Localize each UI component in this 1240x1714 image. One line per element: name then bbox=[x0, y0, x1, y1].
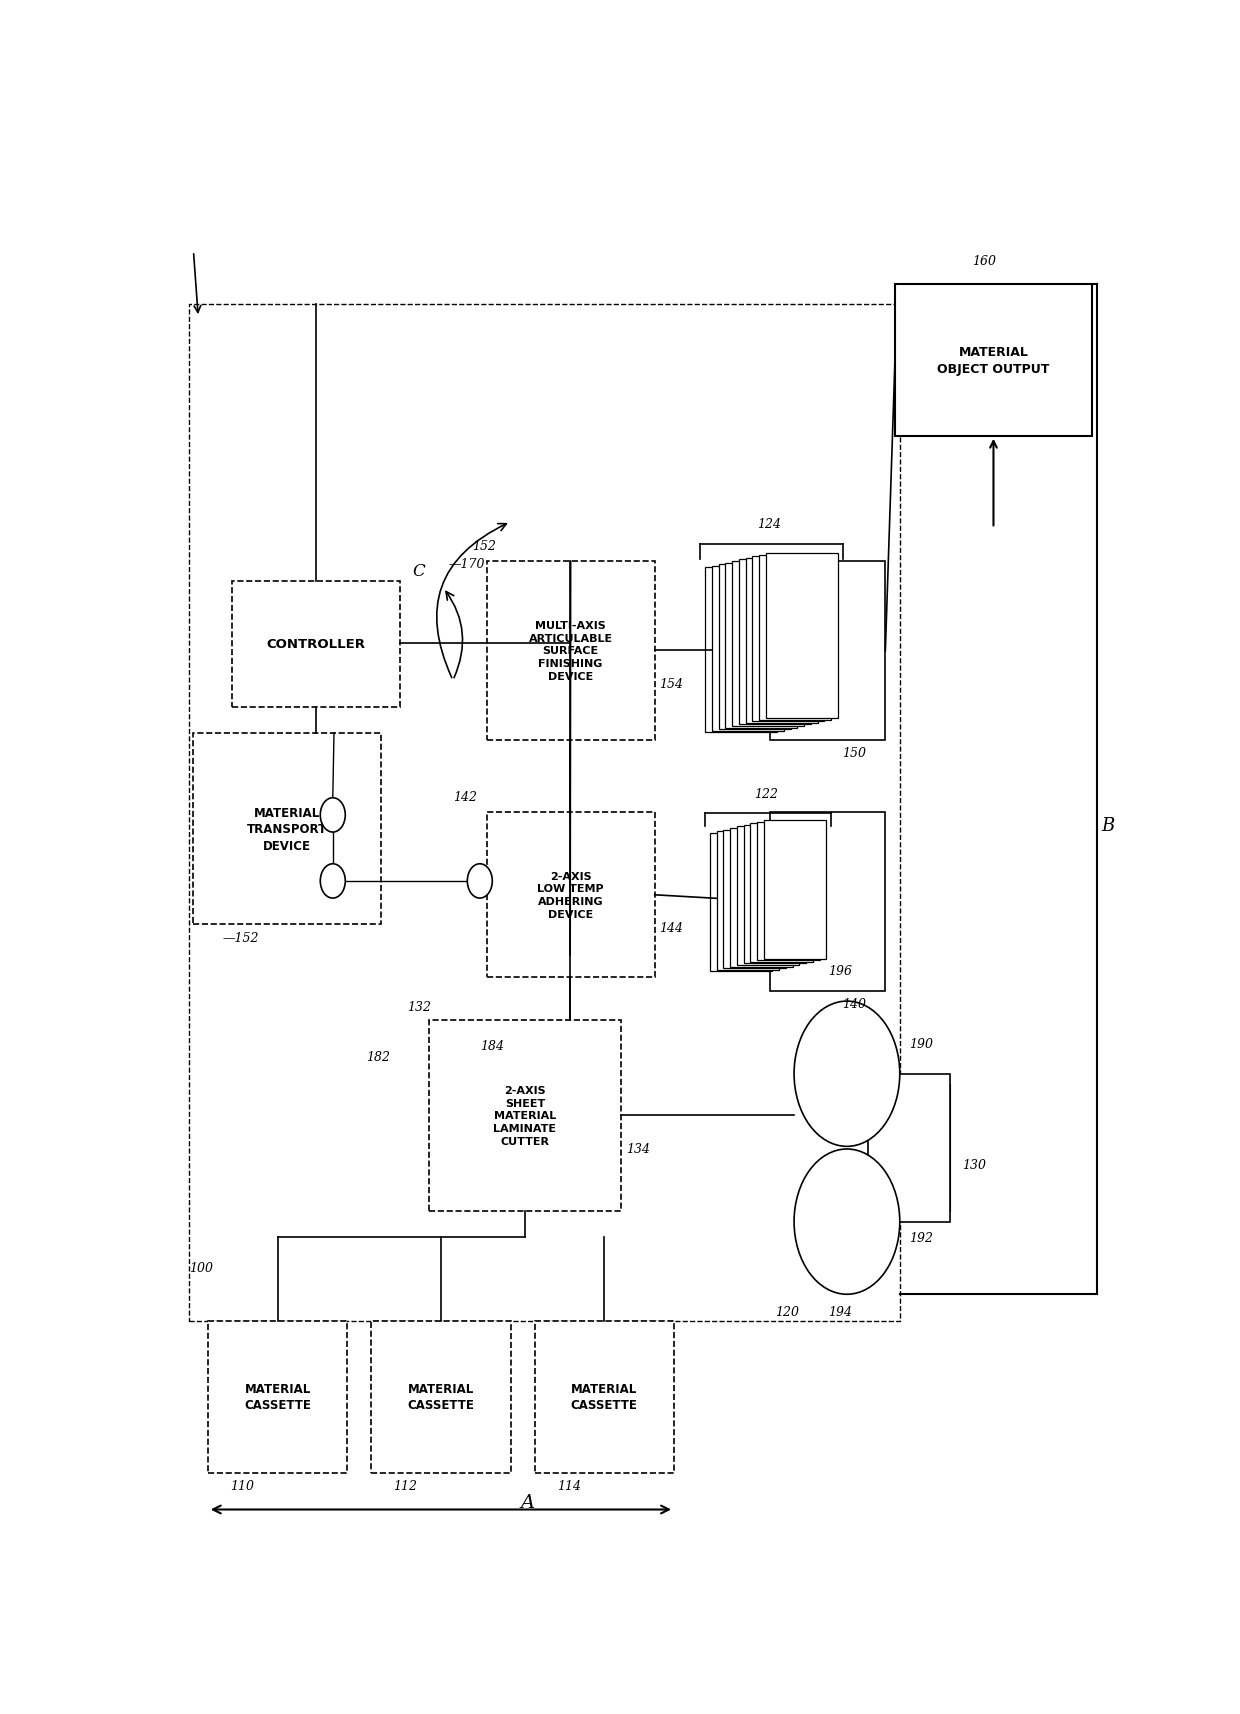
Text: 120: 120 bbox=[775, 1304, 799, 1318]
Bar bbox=[759, 555, 831, 720]
Text: MATERIAL
CASSETTE: MATERIAL CASSETTE bbox=[570, 1381, 637, 1412]
Text: —170: —170 bbox=[448, 559, 485, 571]
Text: 134: 134 bbox=[626, 1142, 650, 1155]
Bar bbox=[758, 823, 820, 962]
Text: 112: 112 bbox=[393, 1479, 418, 1493]
Bar bbox=[732, 562, 805, 727]
Bar bbox=[868, 1075, 950, 1222]
Text: MATERIAL
CASSETTE: MATERIAL CASSETTE bbox=[244, 1381, 311, 1412]
Circle shape bbox=[794, 1150, 900, 1294]
Text: 196: 196 bbox=[828, 965, 852, 977]
Bar bbox=[744, 826, 806, 963]
Circle shape bbox=[320, 799, 345, 833]
Bar bbox=[750, 824, 812, 962]
Bar bbox=[486, 812, 655, 977]
Text: C: C bbox=[413, 562, 425, 579]
Text: —152: —152 bbox=[222, 932, 259, 944]
Text: 192: 192 bbox=[909, 1231, 934, 1244]
Text: 130: 130 bbox=[962, 1159, 986, 1172]
Text: B: B bbox=[1101, 818, 1115, 835]
Text: 152: 152 bbox=[472, 540, 496, 552]
Text: 184: 184 bbox=[480, 1040, 503, 1052]
Bar bbox=[534, 1321, 675, 1472]
Circle shape bbox=[320, 864, 345, 898]
Bar bbox=[895, 285, 1092, 437]
Bar bbox=[770, 562, 885, 740]
Bar bbox=[193, 734, 381, 926]
Text: 144: 144 bbox=[660, 922, 683, 934]
Text: 124: 124 bbox=[758, 518, 781, 531]
Text: 132: 132 bbox=[407, 1001, 430, 1013]
Circle shape bbox=[467, 864, 492, 898]
Bar bbox=[188, 305, 900, 1321]
Text: 140: 140 bbox=[842, 998, 866, 1011]
Bar bbox=[868, 1085, 950, 1212]
Bar bbox=[737, 826, 800, 965]
Text: MATERIAL
TRANSPORT
DEVICE: MATERIAL TRANSPORT DEVICE bbox=[247, 806, 327, 852]
Bar bbox=[770, 812, 885, 991]
Bar bbox=[753, 557, 825, 722]
Bar bbox=[766, 554, 838, 718]
Bar bbox=[719, 566, 791, 730]
Text: 182: 182 bbox=[367, 1051, 391, 1063]
Text: 154: 154 bbox=[660, 677, 683, 691]
Bar bbox=[486, 562, 655, 740]
Text: 114: 114 bbox=[557, 1479, 580, 1493]
FancyArrowPatch shape bbox=[436, 524, 506, 679]
Text: CONTROLLER: CONTROLLER bbox=[267, 638, 366, 651]
Circle shape bbox=[794, 1001, 900, 1147]
Text: 142: 142 bbox=[453, 790, 477, 804]
Text: 194: 194 bbox=[828, 1304, 852, 1318]
Bar bbox=[232, 581, 401, 708]
Text: 190: 190 bbox=[909, 1037, 934, 1051]
Text: 100: 100 bbox=[188, 1262, 212, 1275]
Bar bbox=[725, 564, 797, 728]
Bar bbox=[730, 828, 792, 967]
Bar bbox=[711, 833, 773, 972]
Bar bbox=[429, 1020, 621, 1212]
Text: 122: 122 bbox=[754, 787, 777, 800]
Text: MULTI-AXIS
ARTICULABLE
SURFACE
FINISHING
DEVICE: MULTI-AXIS ARTICULABLE SURFACE FINISHING… bbox=[528, 620, 613, 682]
Bar bbox=[717, 831, 779, 970]
Text: 2-AXIS
SHEET
MATERIAL
LAMINATE
CUTTER: 2-AXIS SHEET MATERIAL LAMINATE CUTTER bbox=[494, 1085, 557, 1147]
Bar bbox=[208, 1321, 347, 1472]
Bar bbox=[371, 1321, 511, 1472]
Bar bbox=[739, 560, 811, 725]
Bar bbox=[723, 830, 786, 968]
Text: 150: 150 bbox=[842, 747, 866, 759]
Bar bbox=[764, 821, 826, 960]
Bar bbox=[706, 567, 777, 734]
Text: 2-AXIS
LOW TEMP
ADHERING
DEVICE: 2-AXIS LOW TEMP ADHERING DEVICE bbox=[537, 871, 604, 919]
Text: A: A bbox=[521, 1493, 534, 1510]
Text: MATERIAL
CASSETTE: MATERIAL CASSETTE bbox=[408, 1381, 475, 1412]
FancyArrowPatch shape bbox=[446, 591, 463, 679]
Text: 160: 160 bbox=[972, 255, 996, 267]
Bar bbox=[712, 566, 784, 732]
Text: 110: 110 bbox=[229, 1479, 254, 1493]
Text: MATERIAL
OBJECT OUTPUT: MATERIAL OBJECT OUTPUT bbox=[937, 346, 1049, 375]
Bar bbox=[745, 559, 817, 723]
